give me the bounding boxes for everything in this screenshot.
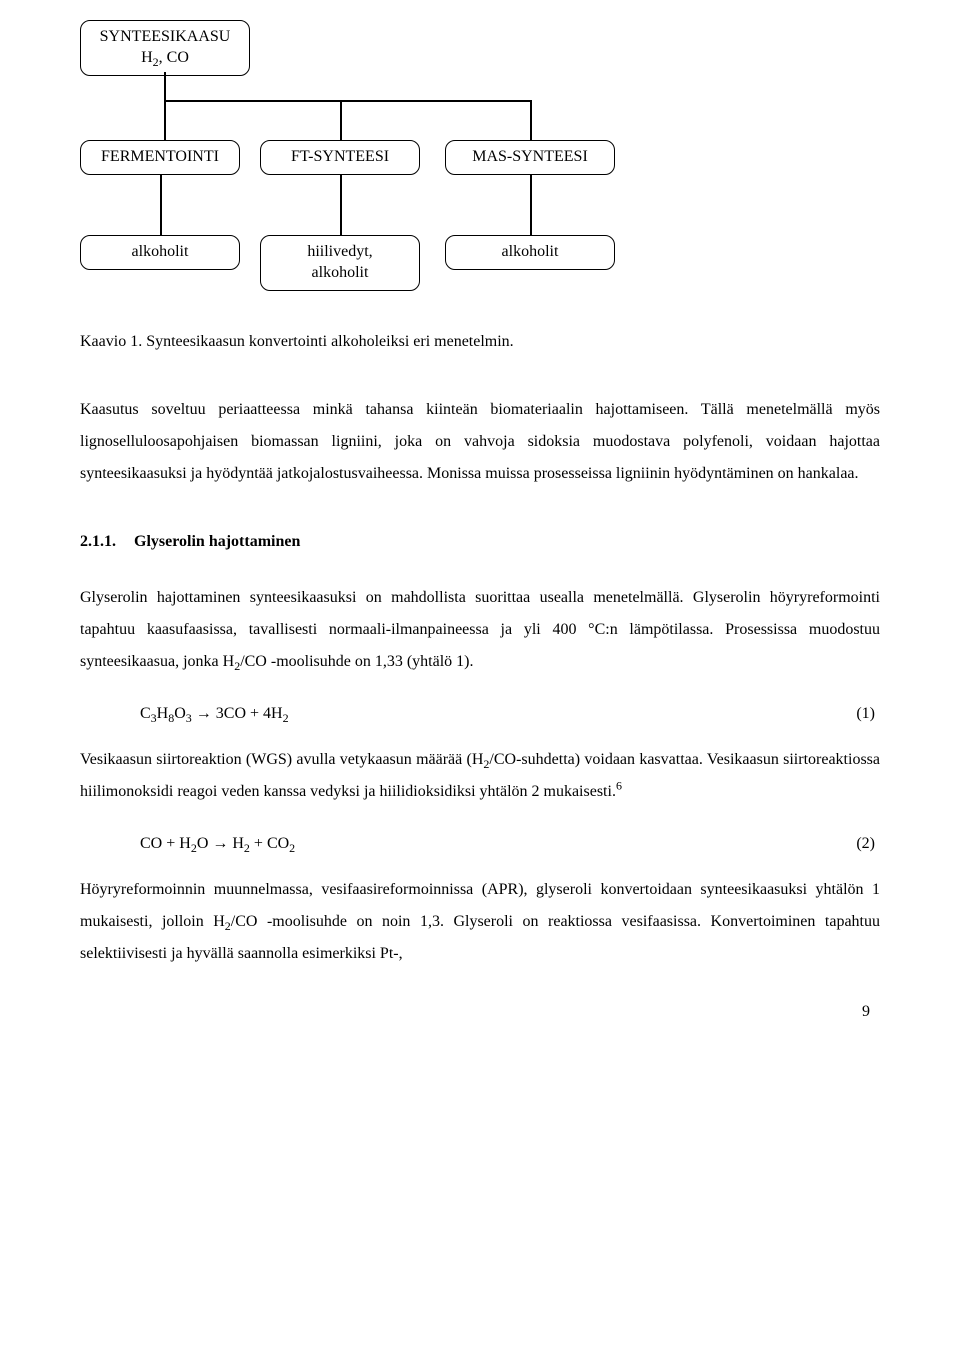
paragraph-4: Höyryreformoinnin muunnelmassa, vesifaas… (80, 874, 880, 970)
diagram-node-hiilivedyt: hiilivedyt, alkoholit (260, 235, 420, 291)
diagram-node-top: SYNTEESIKAASU H2, CO (80, 20, 250, 76)
page-number: 9 (80, 1000, 880, 1024)
diagram-node-fermentointi: FERMENTOINTI (80, 140, 240, 175)
paragraph-3: Vesikaasun siirtoreaktion (WGS) avulla v… (80, 744, 880, 808)
diagram-node-ft-synteesi: FT-SYNTEESI (260, 140, 420, 175)
node-label: SYNTEESIKAASU (100, 28, 231, 45)
equation-2: CO + H2O → H2 + CO2 (2) (80, 832, 880, 856)
connector (164, 72, 166, 100)
section-heading: 2.1.1. Glyserolin hajottaminen (80, 530, 880, 554)
diagram-caption: Kaavio 1. Synteesikaasun konvertointi al… (80, 330, 880, 354)
connector (340, 175, 342, 235)
section-number: 2.1.1. (80, 530, 116, 554)
connector (164, 100, 530, 102)
diagram-node-alkoholit-1: alkoholit (80, 235, 240, 270)
connector (340, 100, 342, 140)
equation-body: CO + H2O → H2 + CO2 (80, 832, 295, 856)
equation-number: (1) (856, 702, 880, 726)
connector (160, 175, 162, 235)
section-title: Glyserolin hajottaminen (134, 533, 300, 550)
equation-1: C3H8O3 → 3CO + 4H2 (1) (80, 702, 880, 726)
connector (530, 175, 532, 235)
connector (164, 100, 166, 140)
equation-body: C3H8O3 → 3CO + 4H2 (80, 702, 289, 726)
connector (530, 100, 532, 140)
paragraph-1: Kaasutus soveltuu periaatteessa minkä ta… (80, 394, 880, 490)
synthesis-gas-diagram: SYNTEESIKAASU H2, CO FERMENTOINTI FT-SYN… (80, 20, 630, 300)
reference-6: 6 (616, 779, 622, 793)
diagram-node-alkoholit-2: alkoholit (445, 235, 615, 270)
equation-number: (2) (856, 832, 880, 856)
diagram-node-mas-synteesi: MAS-SYNTEESI (445, 140, 615, 175)
paragraph-2: Glyserolin hajottaminen synteesikaasuksi… (80, 582, 880, 678)
node-sub-label: H2, CO (141, 49, 189, 66)
